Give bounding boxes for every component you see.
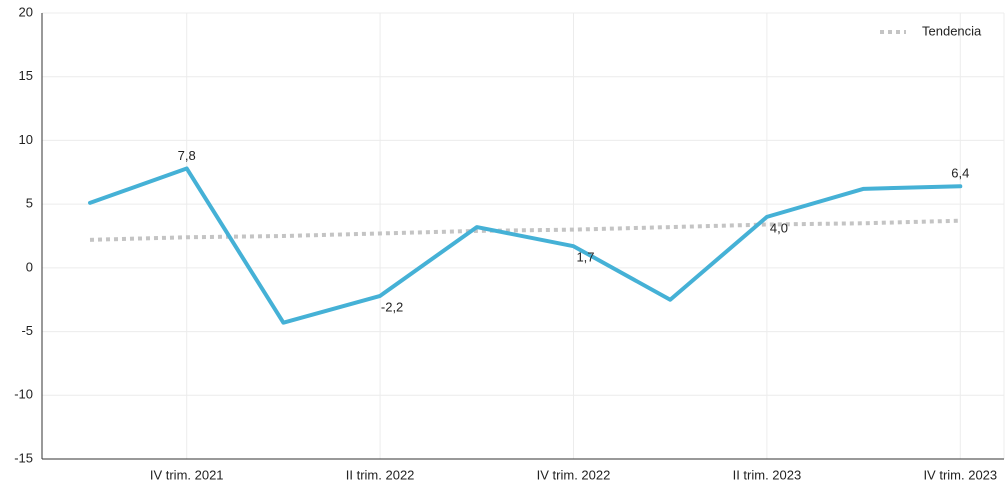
y-tick-label: 10 xyxy=(19,132,33,147)
legend-label: Tendencia xyxy=(922,23,982,38)
trend-line xyxy=(89,218,961,242)
data-label: 1,7 xyxy=(576,250,594,265)
y-tick-label: 5 xyxy=(26,196,33,211)
y-tick-label: -15 xyxy=(14,450,33,465)
x-tick-label: IV trim. 2023 xyxy=(923,467,997,482)
y-tick-label: -5 xyxy=(21,323,33,338)
x-tick-label: II trim. 2023 xyxy=(733,467,802,482)
y-tick-label: 0 xyxy=(26,259,33,274)
data-label: 6,4 xyxy=(951,166,969,181)
data-label: 7,8 xyxy=(178,148,196,163)
y-tick-label: -10 xyxy=(14,387,33,402)
data-label: -2,2 xyxy=(381,299,403,314)
x-tick-label: IV trim. 2021 xyxy=(150,467,224,482)
y-tick-label: 20 xyxy=(19,4,33,19)
x-tick-label: IV trim. 2022 xyxy=(537,467,611,482)
data-label: 4,0 xyxy=(770,220,788,235)
y-tick-label: 15 xyxy=(19,68,33,83)
x-tick-label: II trim. 2022 xyxy=(346,467,415,482)
data-line xyxy=(88,166,963,325)
